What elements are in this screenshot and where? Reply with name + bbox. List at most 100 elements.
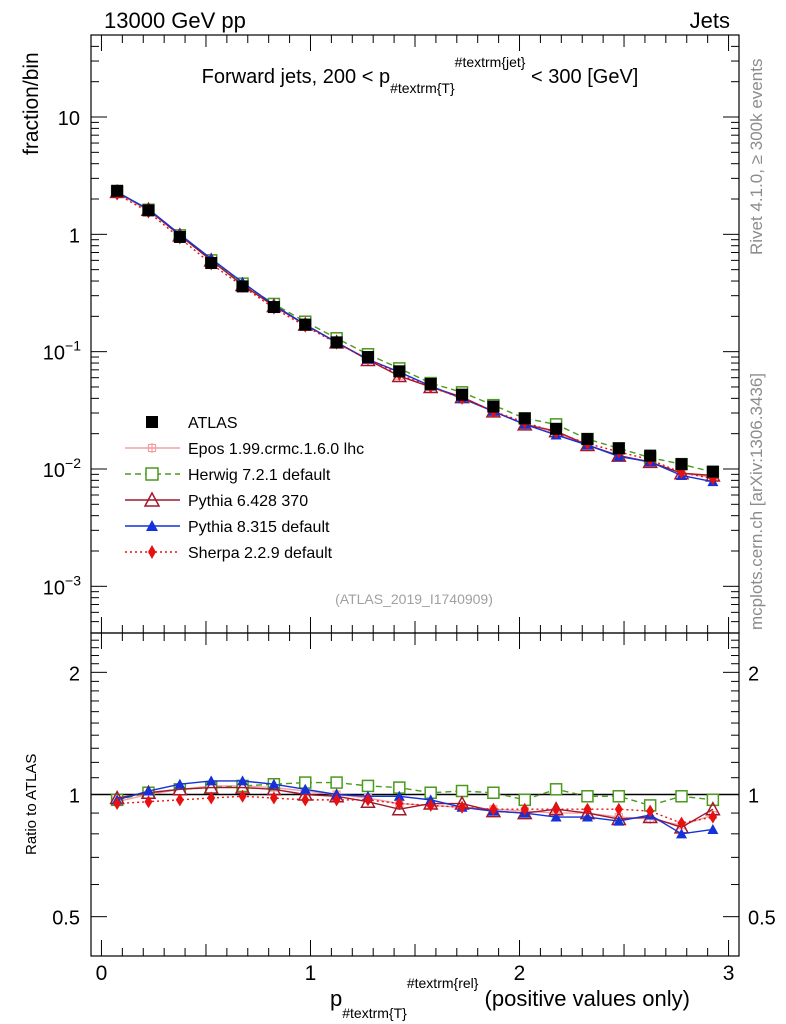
main-point-atlas <box>361 351 374 364</box>
main-point-atlas <box>675 458 688 471</box>
ratio-point-pythia8 <box>205 775 217 786</box>
main-line-pythia6 <box>116 191 713 477</box>
y-tick-label: 10 <box>58 108 80 130</box>
y-axis-title: fraction/bin <box>20 52 43 155</box>
header-energy-label: 13000 GeV pp <box>104 8 246 33</box>
main-line-sherpa <box>116 193 713 480</box>
ratio-point-herwig <box>675 790 688 803</box>
main-point-atlas <box>581 433 594 446</box>
ratio-point-sherpa <box>520 802 529 816</box>
x-tick-label: 2 <box>514 962 526 985</box>
legend-label-epos: Epos 1.99.crmc.1.6.0 lhc <box>188 441 364 458</box>
legend-label-pythia8: Pythia 8.315 default <box>188 519 330 536</box>
y-tick-label: 10−2 <box>43 455 81 482</box>
ratio-point-sherpa <box>113 797 122 811</box>
ratio-y-tick-label-left: 0.5 <box>52 908 80 930</box>
ratio-point-sherpa <box>363 793 372 807</box>
ratio-point-sherpa <box>552 802 561 816</box>
ratio-point-pythia8 <box>174 778 186 789</box>
main-title: Forward jets, 200 < p#textrm{T}#textrm{j… <box>202 54 639 96</box>
legend-marker-epos <box>147 443 157 453</box>
main-line-pythia8 <box>116 191 714 483</box>
ratio-point-pythia6 <box>360 793 376 808</box>
ratio-point-pythia8 <box>393 790 405 801</box>
ratio-point-sherpa <box>269 791 278 805</box>
rivet-version-label: Rivet 4.1.0, ≥ 300k events <box>747 59 766 255</box>
mcplots-reference-label: mcplots.cern.ch [arXiv:1306.3436] <box>747 373 766 630</box>
legend: ATLAS Epos 1.99.crmc.1.6.0 lhc Herwig 7.2.… <box>125 415 364 562</box>
main-point-atlas <box>487 400 500 413</box>
main-point-atlas <box>550 422 563 435</box>
main-line-epos <box>116 192 713 478</box>
ratio-point-sherpa <box>301 793 310 807</box>
ratio-point-sherpa <box>207 791 216 805</box>
x-tick-label: 3 <box>723 962 735 985</box>
main-point-atlas <box>236 280 249 293</box>
ratio-y-tick-label-right: 1 <box>748 786 759 808</box>
ratio-point-herwig <box>612 790 626 803</box>
y-tick-label: 10−3 <box>43 572 81 599</box>
ratio-point-sherpa <box>458 800 467 814</box>
ratio-point-herwig <box>487 786 500 799</box>
main-point-atlas <box>142 204 155 217</box>
ratio-point-sherpa <box>175 793 184 807</box>
ratio-point-herwig <box>330 776 343 789</box>
ratio-point-sherpa <box>489 802 498 816</box>
main-point-atlas <box>706 465 719 478</box>
ratio-point-pythia8 <box>707 823 719 834</box>
main-frame <box>90 34 740 634</box>
ratio-panel: Ratio to ATLAS 0.5 0.5 1 1 2 2 0 1 2 3 p#textrm{T… <box>23 632 776 1021</box>
ratio-line-pythia8 <box>116 780 713 835</box>
ratio-point-pythia8 <box>237 775 249 786</box>
ratio-y-tick-label-left: 2 <box>69 663 80 685</box>
main-point-atlas <box>644 449 657 462</box>
x-tick-label: 1 <box>305 962 317 985</box>
ratio-line-pythia6 <box>117 786 714 829</box>
main-point-atlas <box>518 412 531 425</box>
ratio-point-sherpa <box>614 802 623 816</box>
ratio-y-tick-label-right: 0.5 <box>748 908 776 930</box>
ratio-point-herwig <box>581 790 594 803</box>
ratio-point-herwig <box>361 779 375 793</box>
ratio-point-sherpa <box>426 798 435 812</box>
header-analysis-group: Jets <box>690 8 730 33</box>
main-point-atlas <box>173 230 186 243</box>
ratio-point-sherpa <box>583 802 592 816</box>
ratio-point-sherpa <box>708 810 717 824</box>
legend-label-sherpa: Sherpa 2.2.9 default <box>188 545 333 562</box>
x-axis-title: p#textrm{T}#textrm{rel} (positive values… <box>330 975 690 1021</box>
ratio-y-tick-label-left: 1 <box>69 786 80 808</box>
ratio-point-pythia8 <box>142 785 154 796</box>
ratio-point-sherpa <box>395 797 404 811</box>
legend-label-atlas: ATLAS <box>188 415 238 432</box>
main-point-atlas <box>267 301 280 314</box>
ratio-point-pythia8 <box>268 778 280 789</box>
y-tick-label: 1 <box>69 225 80 247</box>
main-panel: Forward jets, 200 < p#textrm{T}#textrm{j… <box>20 34 740 634</box>
ratio-point-pythia8 <box>581 811 593 822</box>
ratio-point-pythia8 <box>299 783 311 794</box>
ratio-point-herwig <box>549 783 563 796</box>
ratio-point-pythia8 <box>676 828 688 839</box>
main-point-atlas <box>393 365 406 378</box>
main-point-atlas <box>330 336 343 349</box>
legend-marker-pythia6 <box>143 491 161 507</box>
legend-marker-herwig <box>145 467 159 481</box>
ratio-point-sherpa <box>144 795 153 809</box>
main-point-atlas <box>424 378 437 391</box>
legend-label-pythia6: Pythia 6.428 370 <box>188 493 308 510</box>
ratio-point-pythia6 <box>391 801 408 816</box>
x-tick-label: 0 <box>96 962 108 985</box>
ratio-y-tick-label-right: 2 <box>748 663 759 685</box>
ratio-axis-title: Ratio to ATLAS <box>23 754 40 855</box>
ratio-point-herwig <box>706 793 720 807</box>
ratio-frame <box>90 632 740 957</box>
legend-marker-atlas <box>146 416 158 428</box>
ratio-point-pythia8 <box>550 811 562 822</box>
y-tick-label: 10−1 <box>43 338 81 365</box>
ratio-point-sherpa <box>332 793 341 807</box>
main-point-atlas <box>111 184 124 197</box>
main-point-atlas <box>612 442 625 455</box>
ratio-point-sherpa <box>677 816 686 830</box>
